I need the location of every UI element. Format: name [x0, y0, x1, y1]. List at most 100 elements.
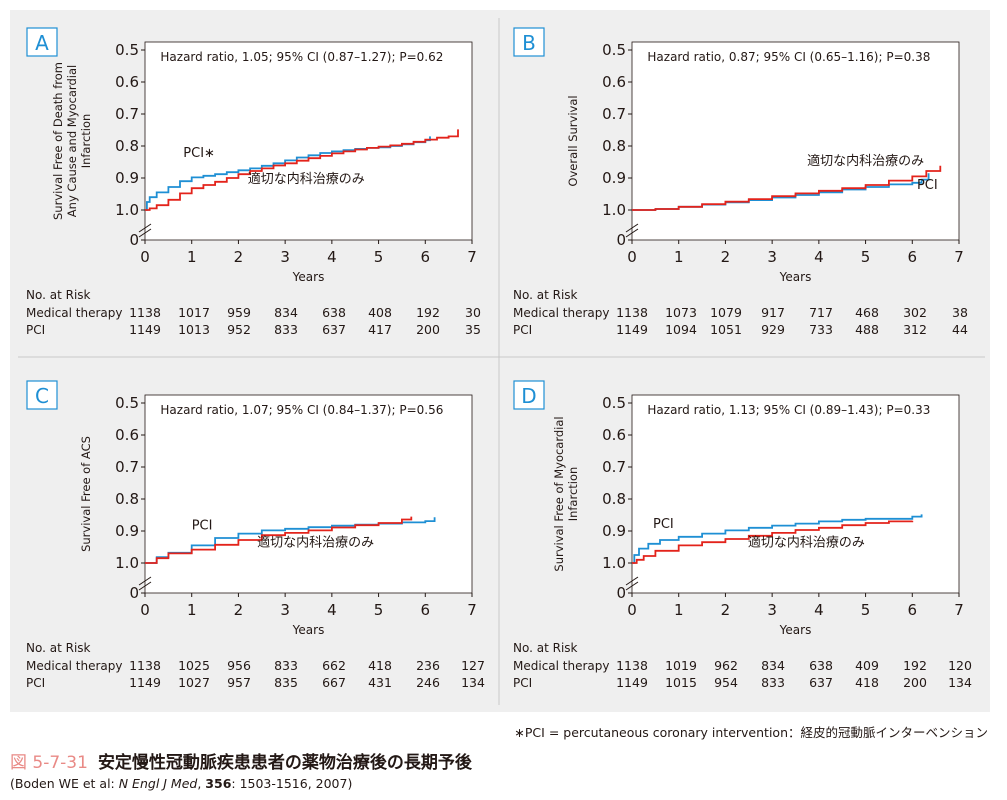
y-tick-label: 1.0 — [602, 554, 626, 572]
y-tick-label: 0.9 — [115, 169, 139, 187]
risk-table-header: No. at Risk — [26, 288, 91, 302]
risk-count-pci: 1027 — [178, 675, 210, 690]
x-tick-label: 2 — [234, 248, 244, 266]
y-tick-label: 0.5 — [602, 41, 626, 59]
x-tick-label: 1 — [674, 248, 684, 266]
y-tick-label: 0.7 — [602, 458, 626, 476]
risk-count-medical: 408 — [368, 305, 392, 320]
x-tick-label: 4 — [814, 601, 824, 619]
risk-count-pci: 246 — [416, 675, 440, 690]
x-tick-label: 6 — [421, 601, 431, 619]
y-tick-label: 0.6 — [602, 426, 626, 444]
risk-count-pci: 44 — [952, 322, 968, 337]
risk-count-medical: 662 — [322, 658, 346, 673]
risk-row-label-pci: PCI — [513, 676, 532, 690]
x-axis-label: Years — [779, 270, 812, 284]
y-tick-label: 0.6 — [115, 426, 139, 444]
risk-count-pci: 312 — [903, 322, 927, 337]
x-tick-label: 4 — [327, 248, 337, 266]
risk-count-medical: 956 — [227, 658, 251, 673]
risk-count-pci: 835 — [274, 675, 298, 690]
risk-row-label-pci: PCI — [26, 323, 45, 337]
y-tick-label: 0.6 — [602, 73, 626, 91]
risk-count-medical: 1025 — [178, 658, 210, 673]
x-tick-label: 6 — [908, 248, 918, 266]
citation-authors: (Boden WE et al: — [10, 776, 119, 791]
x-tick-label: 4 — [327, 601, 337, 619]
risk-count-medical: 1079 — [710, 305, 742, 320]
x-tick-label: 5 — [861, 248, 871, 266]
y-tick-label-zero: 0 — [616, 584, 626, 602]
risk-row-label-medical: Medical therapy — [26, 306, 123, 320]
panel-letter-box — [513, 27, 545, 57]
y-tick-label: 0.8 — [115, 490, 139, 508]
risk-count-pci: 952 — [227, 322, 251, 337]
risk-count-pci: 417 — [368, 322, 392, 337]
panel-letter-box — [26, 27, 58, 57]
x-tick-label: 0 — [627, 248, 637, 266]
km-curve-pci — [632, 514, 923, 564]
figure-caption: 図 5-7-31 安定慢性冠動脈疾患患者の薬物治療後の長期予後 — [10, 748, 472, 773]
risk-count-medical: 192 — [903, 658, 927, 673]
risk-count-medical: 834 — [274, 305, 298, 320]
x-tick-label: 7 — [467, 601, 477, 619]
x-tick-label: 6 — [908, 601, 918, 619]
x-tick-label: 0 — [140, 248, 150, 266]
panel-letter: C — [35, 384, 49, 408]
plot-area — [631, 41, 960, 241]
risk-row-label-medical: Medical therapy — [26, 659, 123, 673]
y-tick-label: 1.0 — [602, 201, 626, 219]
risk-count-pci: 954 — [714, 675, 738, 690]
risk-count-medical: 30 — [465, 305, 481, 320]
panel-letter: B — [522, 31, 536, 55]
risk-count-pci: 134 — [948, 675, 972, 690]
risk-count-pci: 134 — [461, 675, 485, 690]
figure-number: 図 5-7-31 — [10, 753, 88, 773]
y-axis-label: Overall Survival — [566, 95, 580, 186]
citation: (Boden WE et al: N Engl J Med, 356: 1503… — [10, 776, 352, 791]
risk-count-medical: 1073 — [665, 305, 697, 320]
y-axis-label: Survival Free of Death fromAny Cause and… — [51, 62, 93, 220]
x-tick-label: 5 — [861, 601, 871, 619]
x-tick-label: 4 — [814, 248, 824, 266]
x-tick-label: 1 — [187, 601, 197, 619]
risk-count-pci: 1149 — [616, 675, 648, 690]
risk-count-pci: 637 — [322, 322, 346, 337]
y-axis-label: Survival Free of MyocardialInfarction — [552, 416, 580, 571]
series-label-pci: PCI — [917, 178, 938, 193]
y-tick-label: 1.0 — [115, 554, 139, 572]
hazard-ratio-annotation: Hazard ratio, 1.07; 95% CI (0.84–1.37); … — [160, 403, 443, 417]
footnote: ∗PCI = percutaneous coronary interventio… — [514, 725, 988, 740]
risk-count-medical: 1017 — [178, 305, 210, 320]
panel-letter-box — [26, 380, 58, 410]
risk-count-pci: 488 — [855, 322, 879, 337]
y-axis-label-line: Survival Free of ACS — [79, 436, 93, 552]
x-tick-label: 2 — [721, 601, 731, 619]
y-tick-label: 0.7 — [115, 458, 139, 476]
risk-count-pci: 733 — [809, 322, 833, 337]
risk-count-pci: 431 — [368, 675, 392, 690]
hazard-ratio-annotation: Hazard ratio, 0.87; 95% CI (0.65–1.16); … — [647, 50, 930, 64]
risk-row-label-pci: PCI — [26, 676, 45, 690]
risk-count-medical: 418 — [368, 658, 392, 673]
risk-row-label-medical: Medical therapy — [513, 659, 610, 673]
risk-count-medical: 1138 — [129, 305, 161, 320]
x-axis-label: Years — [779, 623, 812, 637]
risk-count-medical: 1138 — [616, 658, 648, 673]
y-tick-label: 0.8 — [602, 137, 626, 155]
panel-B: B 1.0 0.9 0.8 0.7 0.6 0.5 00 1 2 3 4 5 6 7 Years Overall… — [513, 27, 968, 337]
risk-count-medical: 1138 — [616, 305, 648, 320]
series-label-pci: PCI — [653, 517, 674, 532]
x-axis-label: Years — [292, 623, 325, 637]
risk-count-medical: 127 — [461, 658, 485, 673]
axis-break-mark — [138, 581, 152, 591]
x-tick-label: 1 — [187, 248, 197, 266]
y-axis-label: Survival Free of ACS — [79, 436, 93, 552]
x-tick-label: 3 — [767, 248, 777, 266]
risk-count-pci: 667 — [322, 675, 346, 690]
panel-A: A 1.0 0.9 0.8 0.7 0.6 0.5 00 1 2 3 4 5 6 7 Years Surviva… — [26, 27, 481, 337]
risk-count-pci: 637 — [809, 675, 833, 690]
x-tick-label: 7 — [954, 248, 964, 266]
citation-pages-year: : 1503-1516, 2007) — [231, 776, 353, 791]
axis-break-mark — [625, 223, 639, 233]
